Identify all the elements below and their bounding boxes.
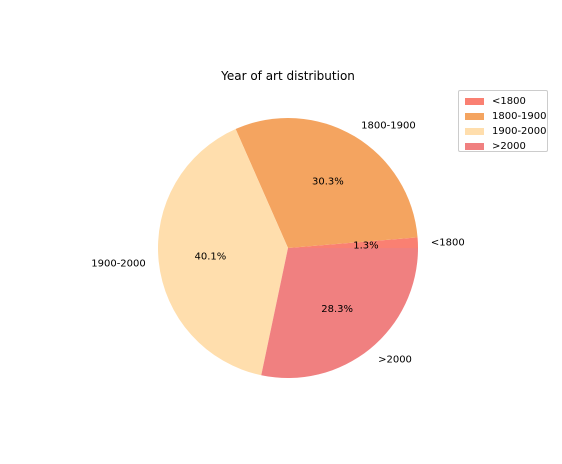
- legend-label: 1800-1900: [492, 111, 547, 122]
- legend-item: >2000: [465, 139, 547, 154]
- legend-swatch: [465, 143, 484, 150]
- legend-swatch: [465, 128, 484, 135]
- legend: <1800 1800-1900 1900-2000 >2000: [458, 90, 548, 152]
- slice-percent-label: 28.3%: [321, 304, 353, 315]
- legend-item: 1800-1900: [465, 109, 547, 124]
- slice-percent-label: 30.3%: [312, 176, 344, 187]
- legend-item: <1800: [465, 94, 547, 109]
- legend-label: <1800: [492, 96, 526, 107]
- legend-item: 1900-2000: [465, 124, 547, 139]
- slice-percent-label: 40.1%: [195, 252, 227, 263]
- slice-percent-label: 1.3%: [353, 240, 378, 251]
- slice-category-label: >2000: [378, 355, 412, 366]
- legend-label: 1900-2000: [492, 126, 547, 137]
- slice-category-label: 1900-2000: [91, 258, 146, 269]
- slice-category-label: 1800-1900: [361, 121, 416, 132]
- legend-swatch: [465, 113, 484, 120]
- legend-swatch: [465, 98, 484, 105]
- chart-title: Year of art distribution: [220, 69, 355, 83]
- pie-slices: [158, 118, 418, 378]
- slice-category-label: <1800: [431, 238, 465, 249]
- legend-label: >2000: [492, 141, 526, 152]
